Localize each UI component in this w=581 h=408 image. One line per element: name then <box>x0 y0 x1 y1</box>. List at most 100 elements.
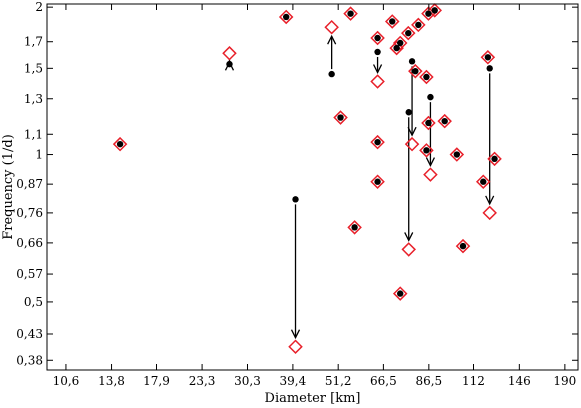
period-change-arrow <box>327 34 337 70</box>
y-tick-label: 0,5 <box>24 295 43 309</box>
dot-marker <box>431 7 438 14</box>
y-tick-label: 0,43 <box>16 327 43 341</box>
diamond-marker <box>437 113 452 129</box>
period-change-arrow <box>290 204 301 340</box>
plot-area <box>112 3 502 354</box>
diamond-marker <box>112 136 128 152</box>
diamond-marker <box>278 9 294 25</box>
dot-marker <box>425 10 432 17</box>
x-tick-label: 190 <box>553 374 576 388</box>
dot-marker <box>337 114 344 121</box>
diamond-marker <box>482 205 497 221</box>
diamond-marker <box>324 19 339 35</box>
diamond-marker <box>480 50 496 65</box>
y-tick-label: 0,76 <box>16 206 43 220</box>
diamond-marker <box>449 147 465 162</box>
diamond-marker <box>392 286 408 301</box>
diamond-marker <box>419 69 434 85</box>
diamond-marker <box>411 17 426 33</box>
dot-marker <box>389 18 396 25</box>
diamond-marker <box>401 25 416 41</box>
y-tick-label: 1,5 <box>24 61 43 75</box>
diamond-marker <box>455 238 471 254</box>
dot-marker <box>226 60 233 68</box>
dot-marker <box>397 290 404 297</box>
dot-marker <box>459 242 467 250</box>
x-axis: 10,6 13,8 17,9 23,3 30,3 39,4 51,2 66,5 86,5 112 1… <box>53 4 576 388</box>
diamond-marker <box>384 14 400 29</box>
dot-marker <box>405 109 412 116</box>
dot-marker <box>486 65 493 72</box>
y-axis: 0,38 0,43 0,5 0,57 0,66 0,76 0,87 1 1,1 1,3 1,5 1,7… <box>16 0 578 367</box>
diamond-marker <box>423 167 438 182</box>
dot-marker <box>484 54 492 61</box>
plot-frame <box>46 3 579 371</box>
diamond-marker <box>427 3 442 18</box>
dot-marker <box>282 13 290 21</box>
diamond-marker <box>475 174 491 189</box>
x-tick-label: 23,3 <box>189 374 216 388</box>
y-tick-label: 1,1 <box>24 127 43 141</box>
y-tick-label: 0,57 <box>16 267 43 281</box>
x-tick-label: 66,5 <box>370 374 397 388</box>
x-tick-label: 30,3 <box>234 374 261 388</box>
diamond-marker <box>419 143 434 158</box>
x-tick-label: 13,8 <box>98 374 125 388</box>
dot-marker <box>415 21 422 29</box>
x-tick-label: 86,5 <box>415 374 442 388</box>
dot-marker <box>374 34 381 42</box>
diamond-marker <box>370 174 385 189</box>
x-axis-label: Diameter [km] <box>265 391 361 406</box>
diamond-marker <box>370 134 385 150</box>
diamond-marker <box>392 35 408 51</box>
dot-marker <box>116 140 124 148</box>
x-tick-label: 10,6 <box>53 374 80 388</box>
y-tick-label: 1,3 <box>24 92 43 106</box>
diamond-marker <box>347 220 362 235</box>
period-change-arrow <box>407 66 417 137</box>
x-tick-label: 112 <box>462 374 485 388</box>
diamond-marker <box>343 6 358 21</box>
dot-marker <box>441 117 448 125</box>
dot-marker <box>427 93 434 101</box>
dot-marker <box>491 155 498 163</box>
dot-marker <box>423 73 430 81</box>
dot-marker <box>374 48 381 56</box>
dot-marker <box>405 29 412 37</box>
y-tick-label: 0,38 <box>16 353 43 367</box>
dot-marker <box>374 178 381 185</box>
diamond-marker <box>222 46 237 61</box>
diamond-marker <box>370 30 385 46</box>
dot-marker <box>328 70 335 78</box>
dot-marker <box>347 10 354 17</box>
dot-marker <box>480 178 487 185</box>
dot-marker <box>453 151 461 158</box>
dot-marker <box>412 67 419 75</box>
dot-marker <box>408 58 416 65</box>
y-axis-label: Frequency (1/d) <box>1 134 16 240</box>
x-tick-label: 146 <box>508 374 531 388</box>
y-tick-label: 0,66 <box>16 236 43 250</box>
y-tick-label: 1 <box>35 148 43 162</box>
dot-marker <box>351 224 358 231</box>
x-tick-label: 39,4 <box>280 374 307 388</box>
diamond-marker <box>370 74 385 89</box>
y-tick-label: 1,7 <box>24 35 43 49</box>
y-tick-label: 0,87 <box>16 177 43 191</box>
x-tick-label: 17,9 <box>143 374 170 388</box>
diamond-marker <box>333 110 348 125</box>
period-change-arrow <box>404 117 414 242</box>
period-change-arrow <box>372 56 383 74</box>
diamond-marker <box>401 242 416 257</box>
dot-marker <box>397 39 404 47</box>
diamond-marker <box>487 151 502 167</box>
dot-marker <box>423 147 430 154</box>
diamond-marker <box>421 115 436 131</box>
diamond-marker <box>404 136 420 152</box>
x-tick-label: 51,2 <box>325 374 352 388</box>
diamond-marker <box>408 63 423 79</box>
dot-marker <box>393 44 400 52</box>
dot-marker <box>374 138 381 146</box>
diamond-marker <box>288 339 303 354</box>
